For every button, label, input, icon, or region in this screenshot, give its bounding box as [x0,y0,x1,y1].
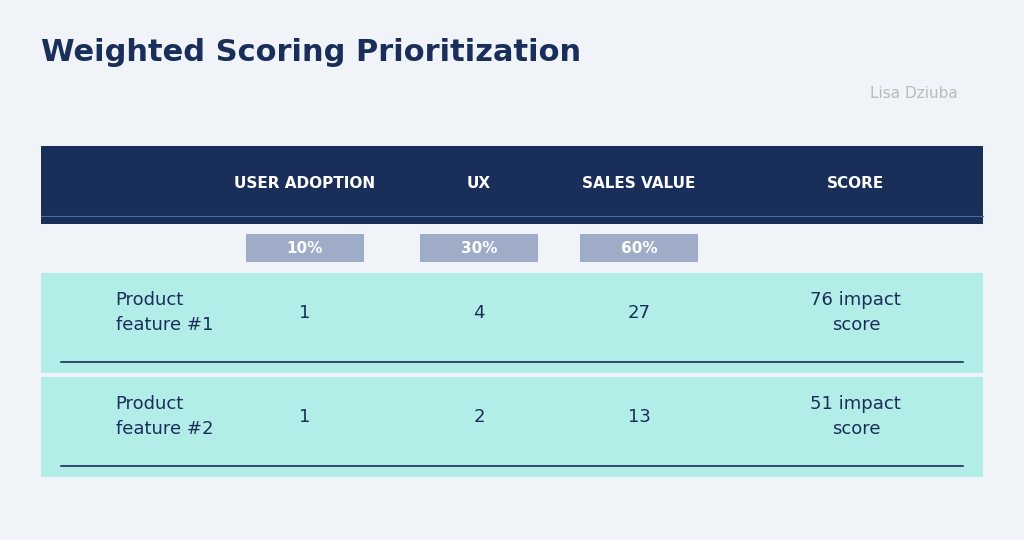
FancyBboxPatch shape [41,273,983,373]
FancyBboxPatch shape [420,234,538,262]
Text: USER ADOPTION: USER ADOPTION [234,176,376,191]
Text: 1: 1 [299,303,310,322]
Text: 51 impact
score: 51 impact score [810,395,901,438]
FancyBboxPatch shape [246,234,364,262]
Text: 2: 2 [473,408,484,426]
FancyBboxPatch shape [581,234,698,262]
Text: 4: 4 [473,303,484,322]
Text: Lisa Dziuba: Lisa Dziuba [870,86,958,102]
Text: Weighted Scoring Prioritization: Weighted Scoring Prioritization [41,38,581,67]
Text: 10%: 10% [287,241,323,256]
Text: 76 impact
score: 76 impact score [810,291,901,334]
Text: 27: 27 [628,303,650,322]
Text: 1: 1 [299,408,310,426]
Text: Product
feature #1: Product feature #1 [116,291,213,334]
Text: UX: UX [467,176,492,191]
FancyBboxPatch shape [41,377,983,477]
Text: 13: 13 [628,408,650,426]
Text: Product
feature #2: Product feature #2 [116,395,213,438]
Text: 60%: 60% [621,241,657,256]
Text: SCORE: SCORE [827,176,885,191]
Text: 30%: 30% [461,241,498,256]
Text: SALES VALUE: SALES VALUE [583,176,696,191]
FancyBboxPatch shape [41,146,983,224]
